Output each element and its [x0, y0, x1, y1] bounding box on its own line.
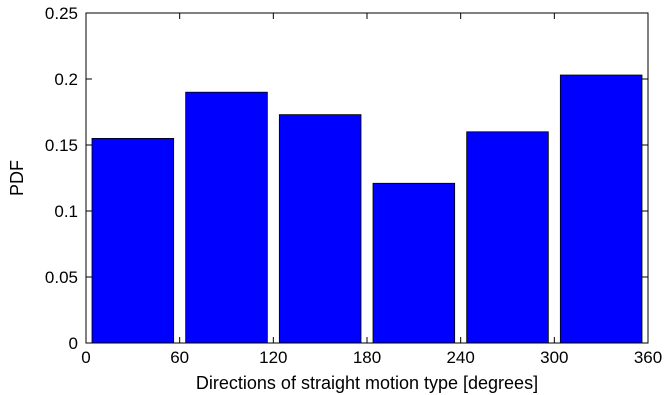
- tick-labels: 0 60 120 180 240 300 360 0 0.05 0.1 0.15 0.2 0.25: [45, 4, 662, 367]
- x-tick-label-6: 360: [634, 348, 662, 367]
- plot-frame: [85, 12, 649, 344]
- y-tick-label-3: 0.15: [45, 136, 78, 155]
- bar-1: [185, 91, 268, 344]
- x-tick-label-0: 0: [81, 348, 90, 367]
- x-tick-label-1: 60: [170, 348, 189, 367]
- y-tick-label-1: 0.05: [45, 268, 78, 287]
- x-tick-label-4: 240: [446, 348, 474, 367]
- y-tick-label-2: 0.1: [54, 202, 78, 221]
- y-tick-label-4: 0.2: [54, 70, 78, 89]
- x-tick-label-5: 300: [540, 348, 568, 367]
- bar-3: [372, 182, 456, 344]
- y-axis-title: PDF: [7, 160, 27, 196]
- bar-5: [559, 74, 643, 344]
- y-tick-label-0: 0: [69, 334, 78, 353]
- x-tick-label-2: 120: [259, 348, 287, 367]
- bar-4: [466, 131, 549, 344]
- bars: [91, 74, 643, 344]
- x-tick-label-3: 180: [353, 348, 381, 367]
- y-tick-label-5: 0.25: [45, 4, 78, 23]
- bar-0: [91, 137, 175, 344]
- bar-2: [278, 114, 362, 344]
- x-axis-title: Directions of straight motion type [degr…: [196, 373, 538, 393]
